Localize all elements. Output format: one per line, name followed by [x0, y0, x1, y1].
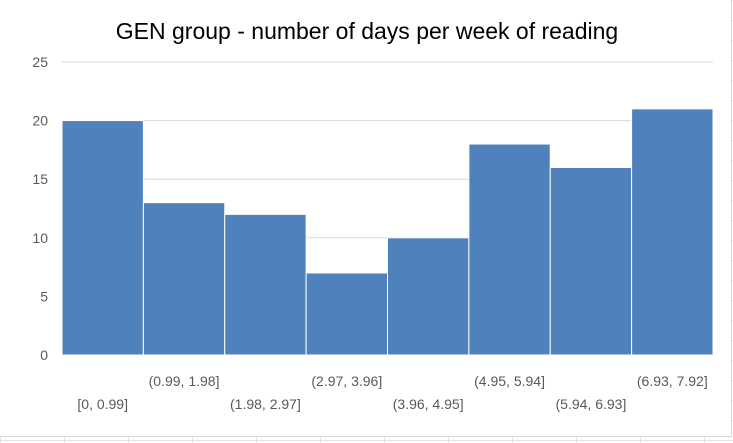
y-axis-tick-labels: 0 5 10 15 20 25 [32, 54, 48, 363]
y-tick-label: 15 [32, 171, 48, 187]
y-tick-label: 20 [32, 113, 48, 129]
chart-title: GEN group - number of days per week of r… [116, 18, 618, 44]
histogram-bar [305, 272, 388, 356]
x-category-label: (1.98, 2.97] [230, 396, 301, 412]
histogram-bar [61, 120, 144, 356]
y-tick-label: 0 [40, 347, 48, 363]
x-category-label: (3.96, 4.95] [393, 396, 464, 412]
histogram-bar [468, 143, 551, 356]
histogram-bar [224, 213, 307, 356]
x-category-label: (0.99, 1.98] [149, 373, 220, 389]
y-tick-label: 5 [40, 288, 48, 304]
y-tick-label: 10 [32, 230, 48, 246]
bars [61, 108, 714, 356]
x-category-label: [0, 0.99] [77, 396, 128, 412]
x-axis-category-labels: [0, 0.99] (0.99, 1.98] (1.98, 2.97] (2.97, … [77, 373, 707, 412]
histogram-bar [631, 108, 714, 356]
x-category-label: (2.97, 3.96] [311, 373, 382, 389]
histogram-bar [142, 202, 226, 356]
x-category-label: (6.93, 7.92] [637, 373, 708, 389]
x-category-label: (5.94, 6.93] [556, 396, 627, 412]
y-tick-label: 25 [32, 54, 48, 70]
x-category-label: (4.95, 5.94] [474, 373, 545, 389]
histogram-bar [387, 237, 470, 356]
histogram-bar [549, 166, 633, 356]
